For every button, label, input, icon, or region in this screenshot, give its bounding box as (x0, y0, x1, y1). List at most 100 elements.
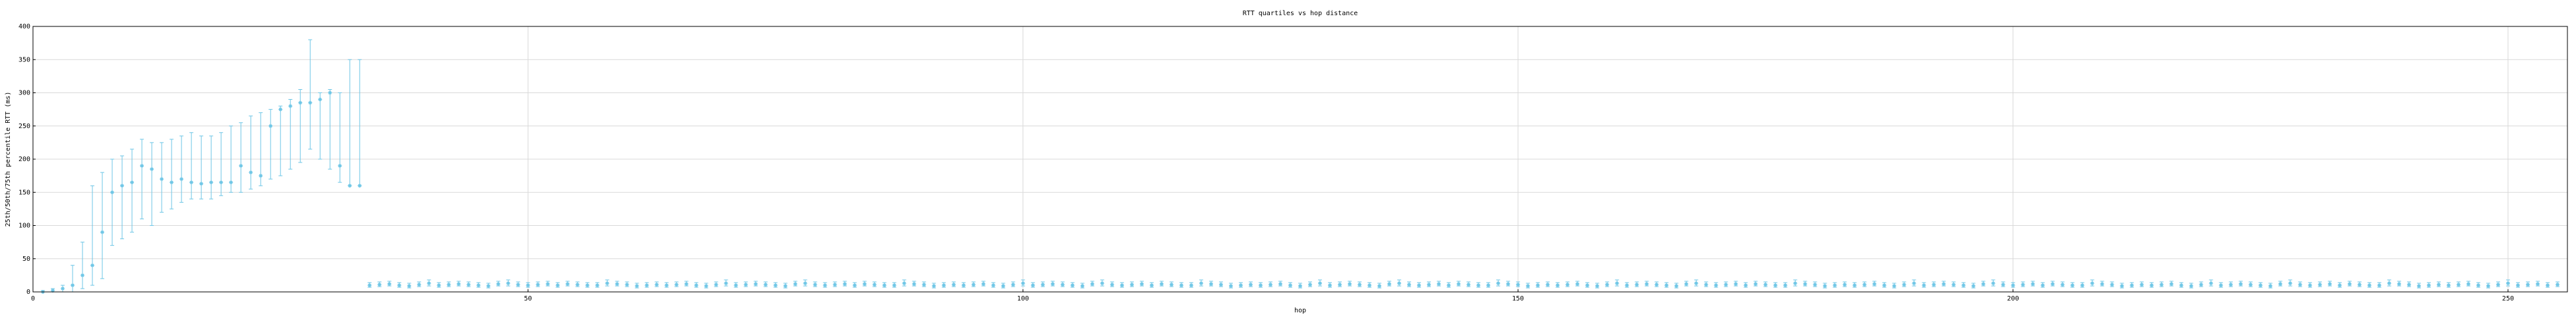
median-marker (1348, 281, 1352, 286)
median-marker (2535, 281, 2540, 286)
error-bar (170, 139, 174, 209)
median-marker (2011, 283, 2015, 287)
median-marker (1328, 283, 1333, 287)
median-marker (1159, 281, 1164, 286)
median-marker (1288, 283, 1292, 287)
median-marker (555, 283, 560, 287)
median-marker (1932, 282, 1936, 287)
median-marker (664, 283, 669, 287)
median-marker (1605, 282, 1610, 287)
median-marker (605, 281, 610, 285)
median-marker (2179, 283, 2183, 287)
x-tick-label: 100 (1017, 295, 1029, 302)
median-marker (1516, 282, 1521, 287)
median-marker (1674, 283, 1679, 288)
median-marker (1714, 283, 1718, 287)
median-marker (1298, 283, 1302, 288)
median-marker (1070, 283, 1075, 287)
median-marker (872, 282, 877, 287)
y-tick-label: 50 (22, 256, 30, 263)
median-marker (941, 283, 946, 287)
median-marker (90, 263, 95, 267)
median-marker (1447, 283, 1451, 287)
median-marker (110, 190, 115, 195)
median-marker (259, 174, 263, 178)
median-marker (793, 281, 798, 286)
error-bar (288, 99, 293, 170)
median-marker (1704, 282, 1709, 287)
median-marker (367, 283, 372, 287)
median-marker (1823, 283, 1827, 288)
median-marker (1991, 281, 1995, 285)
median-marker (1030, 283, 1035, 287)
median-marker (2406, 282, 2411, 287)
median-marker (823, 283, 827, 287)
median-marker (724, 281, 728, 285)
median-marker (1476, 283, 1481, 287)
median-marker (1833, 283, 1837, 287)
median-marker (2238, 281, 2243, 286)
median-marker (476, 283, 481, 287)
median-marker (80, 273, 85, 277)
median-marker (1080, 283, 1084, 288)
median-marker (852, 283, 857, 287)
error-bar (239, 122, 243, 193)
median-marker (2505, 281, 2510, 285)
median-marker (546, 281, 550, 286)
median-marker (219, 180, 224, 185)
y-tick-label: 150 (18, 189, 30, 196)
median-marker (753, 281, 758, 286)
median-marker (1922, 283, 1926, 287)
x-tick-label: 0 (31, 295, 35, 302)
median-marker (2317, 282, 2322, 287)
median-marker (199, 182, 204, 186)
median-marker (2466, 281, 2470, 286)
median-marker (506, 281, 511, 285)
error-bar (348, 59, 352, 186)
x-axis-label: hop (1294, 307, 1306, 314)
median-marker (892, 283, 896, 287)
x-tick-label: 250 (2502, 295, 2514, 302)
median-marker (2149, 283, 2154, 287)
median-marker (338, 164, 342, 168)
median-marker (1635, 282, 1639, 287)
median-marker (2525, 282, 2530, 287)
median-marker (1040, 282, 1045, 287)
median-marker (2496, 282, 2500, 287)
median-marker (1060, 282, 1065, 287)
median-marker (1268, 282, 1272, 287)
median-marker (862, 281, 867, 286)
median-marker (2377, 283, 2381, 287)
median-marker (1090, 281, 1094, 286)
median-marker (2416, 283, 2421, 288)
median-marker (1724, 282, 1728, 287)
median-marker (1179, 283, 1183, 287)
median-marker (2120, 283, 2124, 288)
median-marker (1258, 283, 1263, 287)
median-marker (1367, 283, 1372, 287)
error-bar (90, 185, 95, 286)
median-marker (961, 283, 966, 287)
median-marker (1961, 283, 1966, 287)
median-marker (1872, 281, 1877, 286)
median-marker (1407, 282, 1412, 287)
error-bar (338, 92, 342, 183)
median-marker (922, 282, 926, 287)
error-bar (130, 149, 135, 233)
error-bar (308, 39, 313, 150)
median-marker (120, 184, 125, 188)
median-marker (427, 281, 431, 285)
error-bar (199, 135, 204, 199)
median-marker (1862, 282, 1867, 287)
median-marker (1021, 281, 1025, 285)
median-marker (2347, 281, 2352, 286)
median-marker (2258, 283, 2263, 287)
median-marker (1228, 283, 1233, 288)
median-marker (1001, 283, 1005, 288)
median-marker (743, 282, 748, 287)
median-marker (1437, 281, 1441, 286)
median-marker (2486, 283, 2490, 288)
error-bar (249, 116, 253, 190)
median-marker (2515, 283, 2520, 287)
